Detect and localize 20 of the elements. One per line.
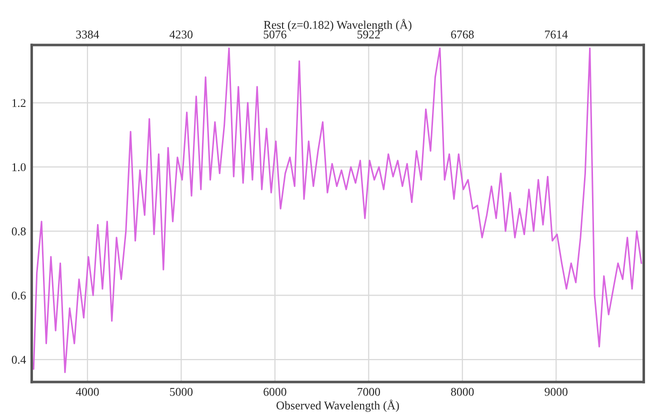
x-tick-label: 9000: [544, 388, 568, 396]
y-tick-label: 0.6: [12, 292, 26, 300]
y-tick-label: 0.8: [12, 227, 26, 236]
x2-tick-label: 5922: [358, 30, 380, 38]
x-axis-title: Observed Wavelength (Å): [276, 400, 399, 412]
x-tick-label: 6000: [264, 388, 286, 396]
x2-axis-title: Rest (z=0.182) Wavelength (Å): [264, 19, 412, 32]
x2-tick-label: 3384: [76, 30, 100, 38]
x-tick-label: 5000: [170, 388, 193, 396]
x-tick-label: 8000: [451, 388, 474, 396]
x-tick-label: 4000: [76, 388, 99, 396]
x2-tick-label: 5076: [264, 30, 286, 38]
x2-tick-label: 6768: [451, 30, 474, 38]
x2-tick-label: 4230: [170, 30, 193, 38]
y-tick-label: 1.0: [12, 163, 26, 172]
x2-tick-label: 7614: [545, 30, 568, 38]
y-tick-label: 1.2: [12, 99, 26, 108]
line-series: [32, 47, 642, 374]
x-tick-label: 7000: [358, 388, 380, 396]
y-tick-label: 0.4: [12, 356, 26, 364]
